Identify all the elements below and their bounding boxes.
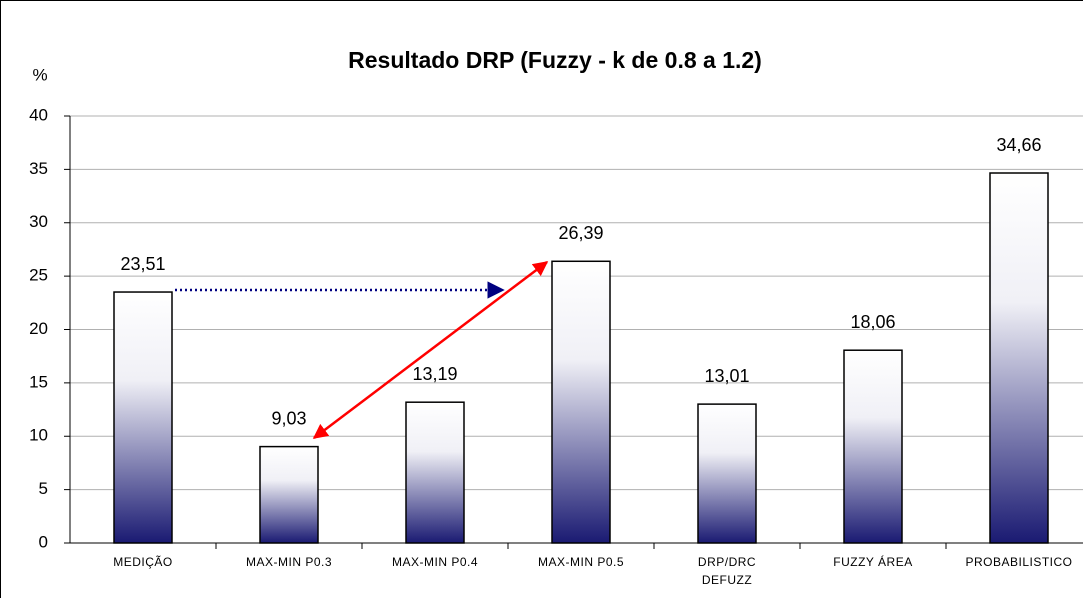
y-tick-label: 35 (29, 159, 48, 178)
x-tick-label: MAX-MIN P0.3 (245, 555, 332, 569)
x-tick-label-box: MEDIÇÃO (113, 555, 173, 569)
x-tick-label: PROBABILISTICO (965, 555, 1073, 569)
value-label: 9,03 (271, 408, 306, 428)
bar (843, 349, 903, 544)
bar (697, 403, 757, 544)
bar (989, 172, 1049, 544)
y-tick-label: 15 (29, 372, 48, 391)
value-label: 23,51 (120, 254, 165, 274)
x-tick-label-box: MAX-MIN P0.5 (537, 555, 624, 569)
y-tick-label: 25 (29, 266, 48, 285)
value-label: 26,39 (558, 223, 603, 243)
x-tick-label-box: MAX-MIN P0.4 (391, 555, 478, 569)
y-axis-label: % (32, 65, 47, 84)
y-tick-label: 0 (39, 532, 48, 551)
plot: 0 5 10 15 20 25 30 35 40 23,51 MEDIÇÃO 9,03 MAX-MIN … (29, 105, 1083, 587)
x-tick-label: DRP/DRC DEFUZZ (697, 555, 757, 587)
y-tick-label: 20 (29, 319, 48, 338)
y-tick-label: 10 (29, 426, 48, 445)
x-tick-label-box: PROBABILISTICO (965, 555, 1073, 569)
value-label: 13,19 (412, 364, 457, 384)
annotation-arrow (312, 261, 549, 439)
y-tick-label: 5 (39, 479, 48, 498)
y-tick-label: 30 (29, 212, 48, 231)
x-tick-label: MAX-MIN P0.5 (537, 555, 624, 569)
value-label: 13,01 (704, 366, 749, 386)
x-tick-label: FUZZY ÁREA (833, 555, 913, 569)
bar (259, 445, 319, 544)
y-tick-label: 40 (29, 105, 48, 124)
value-label: 34,66 (996, 135, 1041, 155)
x-tick-label-box: MAX-MIN P0.3 (245, 555, 332, 569)
chart-title: Resultado DRP (Fuzzy - k de 0.8 a 1.2) (348, 47, 762, 73)
x-tick-label: MEDIÇÃO (113, 555, 173, 569)
x-tick-label-box: FUZZY ÁREA (833, 555, 913, 569)
x-tick-label-box: DRP/DRC DEFUZZ (697, 555, 757, 587)
x-tick-label: MAX-MIN P0.4 (391, 555, 478, 569)
bar (405, 401, 465, 544)
value-label: 18,06 (850, 312, 895, 332)
bar (113, 291, 173, 544)
bar (551, 260, 611, 544)
